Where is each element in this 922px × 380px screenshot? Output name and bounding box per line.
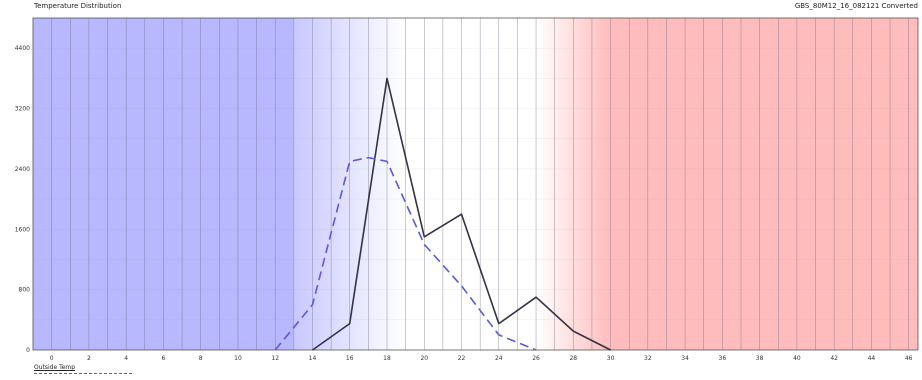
plot-frame (32, 17, 919, 351)
y-tick-label: 800 (19, 287, 31, 294)
x-tick-label: 30 (607, 355, 615, 362)
y-tick-label: 2400 (15, 166, 30, 173)
x-tick-label: 28 (569, 355, 577, 362)
x-tick-label: 16 (346, 355, 354, 362)
x-tick-label: 26 (532, 355, 540, 362)
x-tick-label: 44 (868, 355, 876, 362)
grid-lines (33, 18, 918, 350)
x-tick-label: 22 (458, 355, 466, 362)
y-tick-label: 0 (26, 347, 30, 354)
x-tick-label: 42 (830, 355, 838, 362)
legend-swatch (34, 373, 132, 374)
background-band-2 (405, 18, 537, 350)
background-band-4 (610, 18, 918, 350)
x-tick-label: 20 (420, 355, 428, 362)
y-tick-label: 1600 (15, 226, 30, 233)
y-tick-label: 4400 (15, 45, 30, 52)
x-tick-label: 6 (162, 355, 166, 362)
x-tick-label: 46 (905, 355, 913, 362)
x-tick-labels: 0 2 4 6 8 10 12 14 16 18 20 22 24 26 28 30 32 34 36 38 40 42 4… (50, 355, 913, 362)
series-line-1 (274, 156, 537, 351)
y-tick-label: 3200 (15, 106, 30, 113)
background-bands (33, 18, 918, 350)
x-tick-label: 14 (309, 355, 317, 362)
series-lines (274, 77, 611, 351)
x-tick-label: 2 (87, 355, 91, 362)
y-tick-labels: 0 800 1600 2400 3200 4400 (15, 45, 30, 354)
x-tick-label: 24 (495, 355, 503, 362)
x-tick-label: 36 (719, 355, 727, 362)
x-tick-label: 38 (756, 355, 764, 362)
x-tick-label: 4 (124, 355, 128, 362)
x-tick-label: 34 (681, 355, 689, 362)
x-tick-label: 18 (383, 355, 391, 362)
x-tick-label: 12 (271, 355, 279, 362)
x-tick-label: 10 (234, 355, 242, 362)
chart-title: Temperature Distribution (34, 2, 122, 10)
file-label: GBS_80M12_16_082121 Converted (794, 2, 918, 10)
x-tick-label: 0 (50, 355, 54, 362)
x-tick-label: 40 (793, 355, 801, 362)
x-tick-label: 32 (644, 355, 652, 362)
x-tick-label: 8 (199, 355, 203, 362)
legend-label: Outside Temp (34, 364, 76, 371)
series-line-0 (312, 77, 611, 351)
